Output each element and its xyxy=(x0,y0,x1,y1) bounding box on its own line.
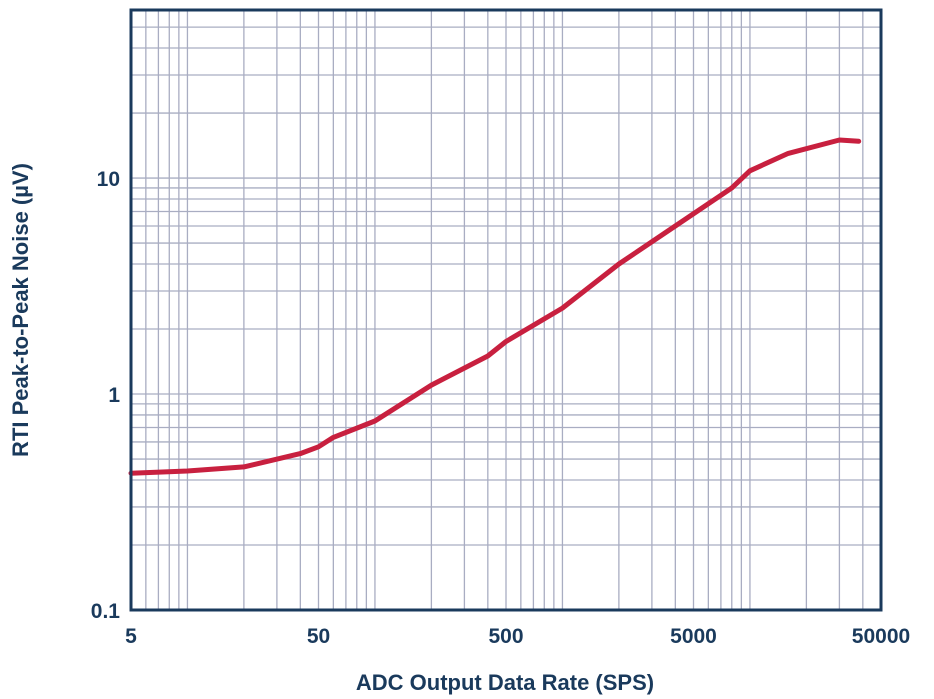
x-tick-labels: 5 50 500 5000 50000 xyxy=(125,625,910,648)
y-tick-label: 1 xyxy=(108,384,120,407)
series-group xyxy=(128,137,862,476)
x-axis-title: ADC Output Data Rate (SPS) xyxy=(356,670,654,695)
x-tick-label: 5000 xyxy=(670,625,717,648)
plot-frame xyxy=(129,8,883,612)
y-axis-title: RTI Peak-to-Peak Noise (µV) xyxy=(8,163,33,457)
y-tick-labels: 0.1 1 10 xyxy=(91,168,121,623)
x-tick-label: 50000 xyxy=(852,625,910,648)
grid xyxy=(131,10,881,610)
x-tick-label: 500 xyxy=(488,625,523,648)
series-line xyxy=(128,137,862,476)
x-tick-label: 5 xyxy=(125,625,137,648)
x-tick-label: 50 xyxy=(307,625,330,648)
y-tick-label: 10 xyxy=(97,168,120,191)
y-tick-label: 0.1 xyxy=(91,600,121,623)
